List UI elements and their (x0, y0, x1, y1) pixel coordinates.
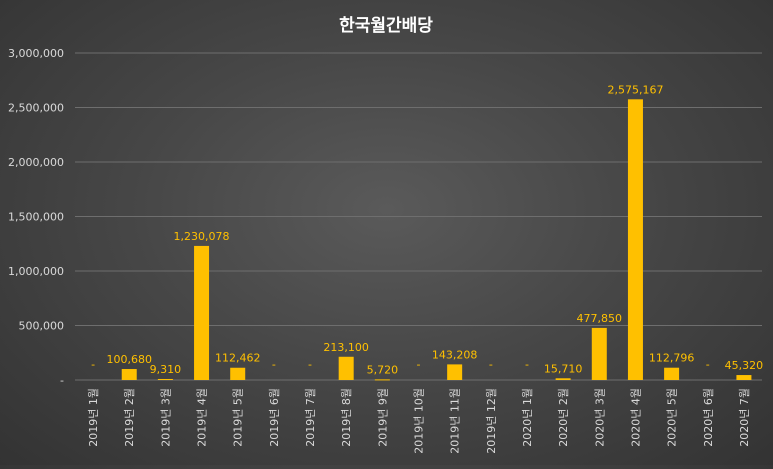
x-tick-label: 2019년 9월 (376, 388, 389, 447)
data-label: 5,720 (367, 363, 399, 376)
x-tick-label: 2019년 3월 (159, 388, 172, 447)
x-tick-label: 2019년 4월 (196, 388, 209, 447)
data-label: - (706, 358, 710, 371)
y-tick-label: - (60, 374, 64, 387)
x-tick-label: 2019년 7월 (304, 388, 317, 447)
chart-title: 한국월간배당 (339, 16, 433, 36)
bar (121, 369, 137, 380)
bar (664, 367, 680, 380)
data-label: 15,710 (544, 362, 583, 375)
x-tick-label: 2020년 7월 (738, 388, 751, 447)
y-tick-label: 2,500,000 (8, 102, 64, 115)
x-tick-label: 2020년 4월 (629, 388, 642, 447)
data-label: - (525, 358, 529, 371)
data-label: 143,208 (432, 348, 478, 361)
data-label: 1,230,078 (174, 230, 230, 243)
x-tick-label: 2019년 8월 (340, 388, 353, 447)
data-label: - (417, 358, 421, 371)
x-tick-label: 2020년 2월 (557, 388, 570, 447)
bar (374, 379, 390, 381)
bar (338, 356, 354, 380)
data-label: 45,320 (725, 359, 764, 372)
x-tick-label: 2020년 5월 (666, 388, 679, 447)
bar (627, 99, 643, 380)
bar (157, 378, 173, 380)
bar (736, 375, 752, 380)
data-label: - (91, 358, 95, 371)
y-tick-label: 1,000,000 (8, 265, 64, 278)
bar (447, 364, 463, 380)
x-tick-label: 2019년 6월 (268, 388, 281, 447)
y-tick-label: 2,000,000 (8, 156, 64, 169)
data-label: 112,796 (649, 352, 695, 365)
data-label: 9,310 (150, 363, 182, 376)
x-tick-label: 2019년 11월 (449, 388, 462, 454)
bar (230, 367, 246, 380)
x-tick-label: 2019년 2월 (123, 388, 136, 447)
data-label: 100,680 (106, 353, 152, 366)
data-label: 2,575,167 (607, 83, 663, 96)
data-label: - (308, 358, 312, 371)
x-tick-label: 2019년 5월 (232, 388, 245, 447)
y-tick-label: 1,500,000 (8, 211, 64, 224)
x-tick-label: 2019년 12월 (485, 388, 498, 454)
data-label: - (272, 358, 276, 371)
x-tick-label: 2020년 3월 (593, 388, 606, 447)
bar (591, 327, 607, 380)
y-tick-label: 500,000 (19, 320, 65, 333)
x-tick-label: 2019년 10월 (413, 388, 426, 454)
x-tick-label: 2020년 6월 (702, 388, 715, 447)
x-tick-label: 2019년 1월 (87, 388, 100, 447)
bar (194, 245, 210, 380)
y-tick-label: 3,000,000 (8, 47, 64, 60)
data-label: 213,100 (323, 341, 369, 354)
x-tick-label: 2020년 1월 (521, 388, 534, 447)
data-label: - (489, 358, 493, 371)
bar (555, 378, 571, 380)
data-label: 477,850 (577, 312, 623, 325)
data-label: 112,462 (215, 352, 261, 365)
